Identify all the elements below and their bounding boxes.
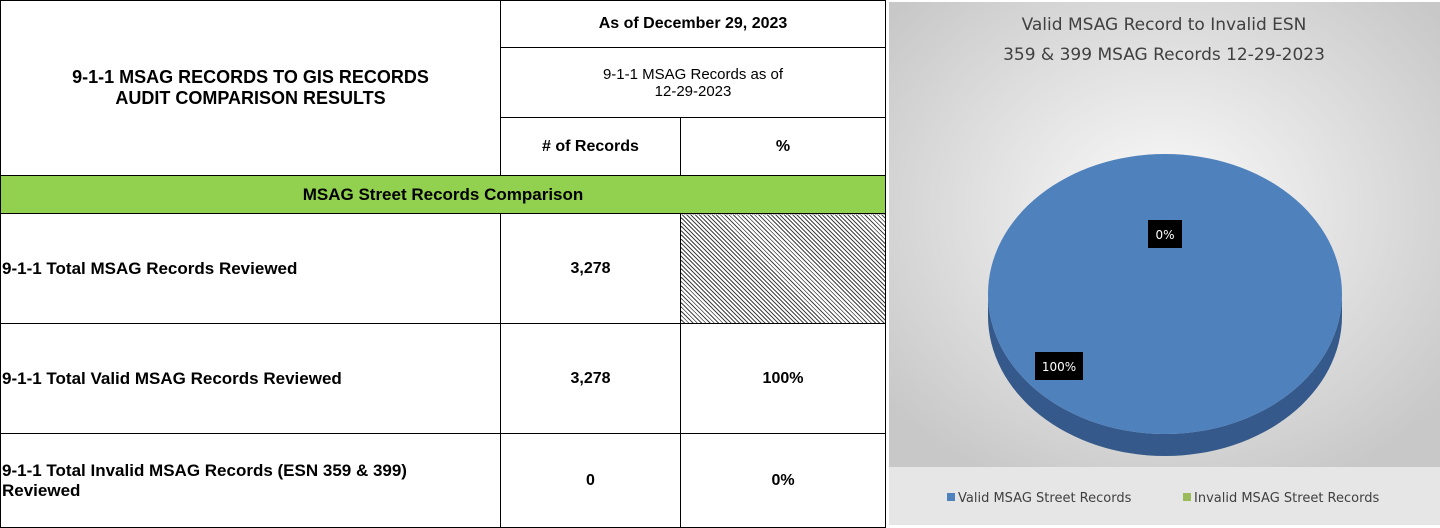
legend-label: Invalid MSAG Street Records bbox=[1194, 491, 1379, 506]
data-label: 100% bbox=[1042, 360, 1076, 374]
row-label: 9-1-1 Total Valid MSAG Records Reviewed bbox=[0, 323, 501, 434]
row-label: 9-1-1 Total MSAG Records Reviewed bbox=[0, 213, 501, 324]
hatched-cell bbox=[679, 213, 887, 324]
row-count: 3,278 bbox=[500, 323, 681, 434]
table-title: 9-1-1 MSAG RECORDS TO GIS RECORDS AUDIT C… bbox=[0, 0, 501, 176]
data-label: 0% bbox=[1155, 228, 1174, 242]
header-date: As of December 29, 2023 bbox=[499, 0, 887, 48]
row-count: 3,278 bbox=[500, 213, 681, 324]
legend-background bbox=[889, 467, 1440, 525]
row-percent: 0% bbox=[679, 433, 887, 528]
col-header: % bbox=[679, 117, 887, 176]
row-label: 9-1-1 Total Invalid MSAG Records (ESN 35… bbox=[0, 433, 501, 528]
legend-label: Valid MSAG Street Records bbox=[958, 491, 1132, 506]
legend-swatch bbox=[947, 493, 955, 501]
data-label-box bbox=[1035, 352, 1083, 380]
chart-title: Valid MSAG Record to Invalid ESN bbox=[1022, 15, 1307, 35]
section-header: MSAG Street Records Comparison bbox=[0, 175, 887, 214]
audit-table: 9-1-1 MSAG RECORDS TO GIS RECORDS AUDIT C… bbox=[0, 0, 887, 528]
legend-swatch bbox=[1183, 493, 1191, 501]
title-line: 9-1-1 MSAG RECORDS TO GIS RECORDS bbox=[72, 67, 429, 87]
chart-title: 359 & 399 MSAG Records 12-29-2023 bbox=[1003, 45, 1325, 65]
data-label-box bbox=[1148, 220, 1182, 248]
row-percent: 100% bbox=[679, 323, 887, 434]
row-count: 0 bbox=[500, 433, 681, 528]
header-sub: 9-1-1 MSAG Records as of 12-29-2023 bbox=[499, 47, 887, 118]
pie-depth bbox=[988, 294, 1342, 456]
col-header: # of Records bbox=[500, 117, 681, 176]
title-line: AUDIT COMPARISON RESULTS bbox=[115, 88, 386, 108]
pie-chart: Valid MSAG Record to Invalid ESN 359 & 3… bbox=[889, 2, 1440, 525]
